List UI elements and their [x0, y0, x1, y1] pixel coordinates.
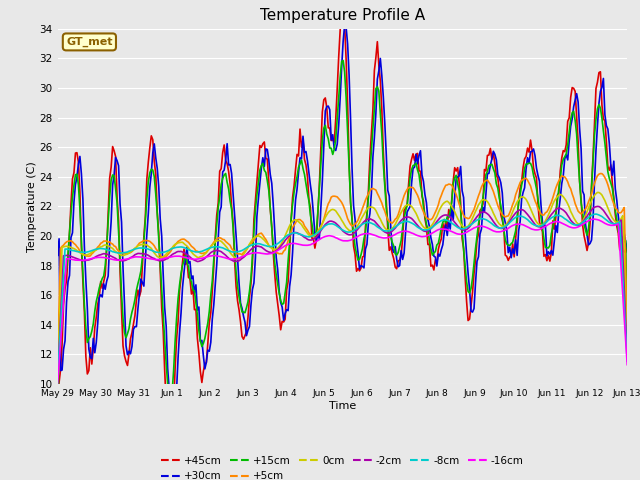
-8cm: [592, 211, 600, 217]
-8cm: [347, 229, 355, 235]
Line: +45cm: +45cm: [58, 2, 627, 452]
+45cm: [349, 243, 357, 249]
Line: -2cm: -2cm: [58, 206, 627, 379]
+45cm: [547, 250, 555, 255]
Text: GT_met: GT_met: [66, 37, 113, 47]
Legend: +45cm, +30cm, +15cm, +5cm, 0cm, -2cm, -8cm, -16cm: +45cm, +30cm, +15cm, +5cm, 0cm, -2cm, -8…: [157, 452, 528, 480]
+5cm: [545, 206, 552, 212]
+30cm: [340, 23, 348, 28]
-8cm: [73, 249, 81, 254]
-16cm: [347, 237, 355, 243]
+30cm: [54, 252, 61, 258]
+5cm: [623, 331, 631, 337]
Line: +30cm: +30cm: [58, 25, 627, 439]
-8cm: [545, 217, 552, 223]
Line: 0cm: 0cm: [58, 192, 627, 370]
+30cm: [168, 436, 176, 442]
-2cm: [460, 227, 467, 233]
-8cm: [54, 374, 61, 380]
+5cm: [347, 222, 355, 228]
+30cm: [91, 350, 99, 356]
+45cm: [91, 325, 99, 331]
+30cm: [73, 174, 81, 180]
+45cm: [54, 389, 61, 395]
+30cm: [463, 252, 470, 257]
-16cm: [620, 315, 628, 321]
-2cm: [620, 285, 628, 291]
+30cm: [547, 248, 555, 253]
+30cm: [623, 245, 631, 251]
+45cm: [165, 449, 173, 455]
X-axis label: Time: Time: [329, 401, 356, 410]
-16cm: [460, 231, 467, 237]
+15cm: [348, 218, 356, 224]
0cm: [623, 345, 631, 351]
0cm: [620, 257, 628, 263]
+15cm: [620, 239, 628, 245]
-16cm: [591, 216, 598, 222]
-16cm: [545, 222, 552, 228]
+45cm: [623, 244, 631, 250]
0cm: [54, 367, 61, 372]
-2cm: [54, 376, 61, 382]
-2cm: [73, 256, 81, 262]
-16cm: [91, 255, 99, 261]
+5cm: [73, 244, 81, 250]
0cm: [460, 224, 467, 230]
Line: +15cm: +15cm: [58, 60, 627, 417]
-8cm: [623, 358, 631, 364]
0cm: [545, 212, 552, 218]
-2cm: [594, 204, 602, 209]
0cm: [73, 248, 81, 253]
-8cm: [620, 302, 628, 308]
-2cm: [623, 353, 631, 359]
+5cm: [91, 248, 99, 253]
Line: +5cm: +5cm: [58, 174, 627, 362]
+15cm: [546, 242, 554, 248]
-16cm: [73, 257, 81, 263]
-16cm: [54, 382, 61, 387]
-8cm: [460, 226, 467, 232]
+5cm: [54, 360, 61, 365]
+45cm: [339, 0, 347, 5]
Y-axis label: Temperature (C): Temperature (C): [27, 161, 36, 252]
Title: Temperature Profile A: Temperature Profile A: [260, 9, 425, 24]
Line: -8cm: -8cm: [58, 214, 627, 377]
+45cm: [73, 150, 81, 156]
+15cm: [623, 334, 631, 340]
0cm: [91, 248, 99, 253]
+15cm: [339, 58, 347, 63]
+5cm: [620, 204, 628, 210]
+30cm: [349, 203, 357, 208]
+5cm: [596, 171, 604, 177]
-2cm: [347, 232, 355, 238]
Line: -16cm: -16cm: [58, 219, 627, 384]
-2cm: [545, 216, 552, 222]
-2cm: [91, 254, 99, 260]
+30cm: [622, 240, 630, 245]
+45cm: [463, 299, 470, 304]
+45cm: [622, 250, 630, 255]
+15cm: [73, 171, 81, 177]
+15cm: [461, 263, 469, 269]
+5cm: [460, 213, 467, 218]
+15cm: [91, 308, 99, 314]
0cm: [594, 190, 602, 195]
-16cm: [623, 362, 631, 368]
+15cm: [54, 414, 61, 420]
-8cm: [91, 247, 99, 252]
0cm: [347, 228, 355, 234]
